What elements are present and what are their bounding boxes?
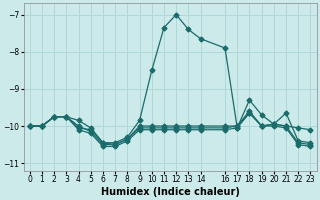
X-axis label: Humidex (Indice chaleur): Humidex (Indice chaleur) bbox=[101, 187, 240, 197]
